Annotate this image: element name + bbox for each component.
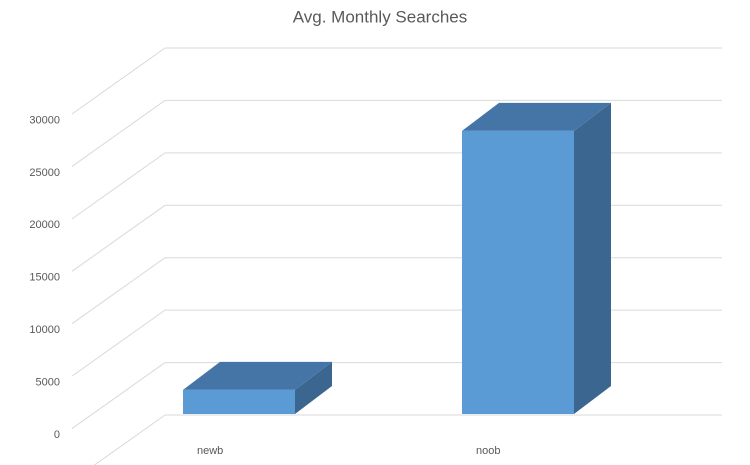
- bar-front: [183, 389, 295, 414]
- bar-top: [462, 102, 611, 131]
- floor-diagonal: [71, 152, 166, 220]
- bar-front: [462, 130, 574, 414]
- floor-diagonal: [93, 414, 166, 465]
- chart-title: Avg. Monthly Searches: [293, 7, 468, 26]
- y-tick-label: 20000: [29, 219, 60, 231]
- bar: [183, 361, 332, 414]
- floor-diagonal: [71, 47, 166, 115]
- floor-diagonal: [71, 204, 166, 272]
- floor-diagonal: [71, 309, 166, 377]
- y-tick-label: 30000: [29, 114, 60, 126]
- bar-top: [183, 361, 332, 390]
- bar-side: [574, 102, 611, 414]
- y-tick-label: 25000: [29, 167, 60, 179]
- y-tick-label: 0: [54, 429, 60, 441]
- bar: [462, 102, 611, 414]
- floor-diagonal: [71, 362, 166, 429]
- bar-side: [295, 361, 332, 414]
- y-tick-label: 5000: [36, 376, 60, 388]
- y-tick-label: 15000: [29, 272, 60, 284]
- x-tick-label: noob: [476, 445, 500, 457]
- floor-diagonal: [71, 100, 166, 167]
- x-tick-label: newb: [197, 445, 223, 457]
- floor-diagonal: [71, 257, 166, 325]
- y-tick-label: 10000: [29, 324, 60, 336]
